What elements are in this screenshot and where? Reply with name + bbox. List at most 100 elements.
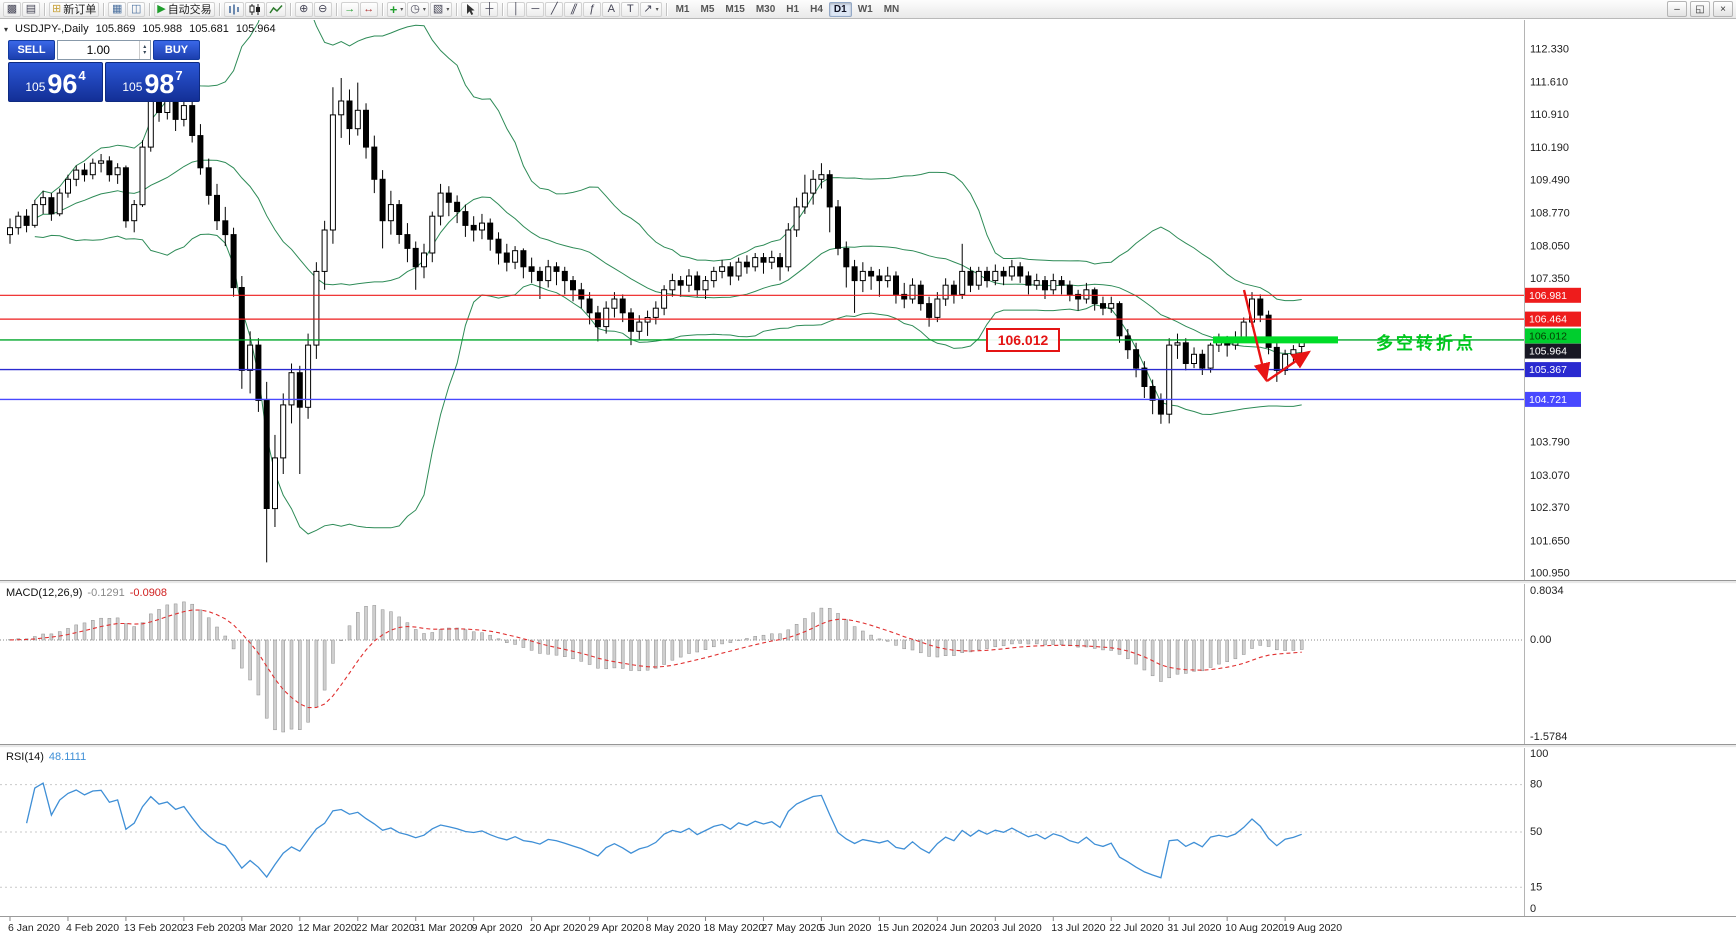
line-chart-button[interactable]: [265, 1, 286, 17]
rsi-axis: 100 80 50 15 0: [1530, 748, 1548, 915]
buy-button[interactable]: BUY: [153, 40, 200, 60]
svg-text:3 Jul 2020: 3 Jul 2020: [993, 922, 1042, 934]
timeframe-m15-button[interactable]: M15: [725, 3, 745, 15]
trendline-button[interactable]: ╱: [545, 1, 564, 17]
periods-button[interactable]: ◷ ▾: [407, 1, 429, 17]
svg-text:112.330: 112.330: [1530, 44, 1569, 56]
text-label-button[interactable]: T: [621, 1, 640, 17]
svg-text:100: 100: [1530, 748, 1548, 760]
volume-down-icon[interactable]: ▾: [143, 50, 147, 56]
timeframe-d1-button[interactable]: D1: [828, 1, 852, 17]
svg-text:108.050: 108.050: [1530, 241, 1570, 253]
svg-text:0.00: 0.00: [1530, 634, 1551, 646]
horizontal-line-button[interactable]: ─: [526, 1, 545, 17]
arrows-button[interactable]: ↗ ▾: [640, 1, 662, 17]
toolbar-separator: [456, 2, 458, 16]
crosshair-button[interactable]: ┼: [480, 1, 499, 17]
channel-button[interactable]: ∥: [564, 1, 583, 17]
bid-price[interactable]: 105 96 4: [8, 62, 103, 102]
market-watch-button[interactable]: ▦: [108, 1, 127, 17]
templates-button[interactable]: ▧ ▾: [429, 1, 453, 17]
svg-text:111.610: 111.610: [1530, 77, 1568, 89]
volume-up-icon[interactable]: ▴: [143, 44, 147, 50]
svg-text:31 Jul 2020: 31 Jul 2020: [1167, 922, 1221, 934]
fibonacci-button[interactable]: ƒ: [583, 1, 602, 17]
timeframe-w1-button[interactable]: W1: [857, 3, 873, 15]
chart-close-button[interactable]: ×: [1713, 1, 1733, 17]
svg-text:9 Apr 2020: 9 Apr 2020: [472, 922, 523, 934]
svg-text:15: 15: [1530, 881, 1542, 893]
bar-chart-button[interactable]: [223, 1, 244, 17]
macd-signal-value: -0.0908: [129, 587, 168, 599]
svg-text:18 May 2020: 18 May 2020: [704, 922, 765, 934]
dropdown-caret-icon: ▾: [446, 6, 450, 13]
chart-shift-button[interactable]: ↔: [359, 1, 378, 17]
cursor-button[interactable]: [461, 1, 480, 17]
macd-main-value: -0.1291: [87, 587, 125, 599]
sell-button[interactable]: SELL: [8, 40, 55, 60]
indicators-button[interactable]: + ▾: [386, 1, 407, 17]
trend-arrows[interactable]: [1242, 289, 1311, 383]
svg-text:3 Mar 2020: 3 Mar 2020: [240, 922, 293, 934]
timeframe-mn-button[interactable]: MN: [883, 3, 900, 15]
chart-restore-button[interactable]: ◱: [1690, 1, 1710, 17]
ask-pip-digit: 7: [175, 68, 183, 83]
svg-text:105.367: 105.367: [1529, 364, 1567, 376]
svg-text:109.490: 109.490: [1530, 174, 1570, 186]
timeframe-m5-button[interactable]: M5: [700, 3, 715, 15]
volume-input[interactable]: [58, 41, 139, 59]
ask-price[interactable]: 105 98 7: [105, 62, 200, 102]
toolbar-separator: [218, 2, 220, 16]
one-click-collapse-icon[interactable]: ▾: [4, 24, 9, 34]
new-order-button[interactable]: ⊞ 新订单: [49, 1, 100, 17]
horizontal-levels: [0, 294, 1524, 401]
macd-axis: 0.8034 0.00 -1.5784: [1530, 585, 1567, 743]
auto-scroll-button[interactable]: →: [340, 1, 359, 17]
svg-text:106.464: 106.464: [1529, 314, 1567, 326]
price-callout-box[interactable]: 106.012: [986, 328, 1060, 352]
rsi-indicator-label: RSI(14) 48.1111: [6, 751, 86, 763]
svg-text:24 Jun 2020: 24 Jun 2020: [935, 922, 993, 934]
chart-minimize-button[interactable]: –: [1667, 1, 1687, 17]
toolbar-separator: [103, 2, 105, 16]
dropdown-caret-icon: ▾: [655, 6, 659, 13]
timeframe-m1-button[interactable]: M1: [675, 3, 690, 15]
macd-plot[interactable]: [0, 601, 1524, 733]
high-value: 105.988: [142, 23, 183, 35]
svg-text:10 Aug 2020: 10 Aug 2020: [1225, 922, 1284, 934]
zoom-out-button[interactable]: ⊖: [313, 1, 332, 17]
text-button[interactable]: A: [602, 1, 621, 17]
profiles-button[interactable]: ▤: [22, 1, 40, 17]
zoom-in-button[interactable]: ⊕: [294, 1, 313, 17]
svg-text:0.8034: 0.8034: [1530, 585, 1564, 597]
new-chart-button[interactable]: ▩: [3, 1, 21, 17]
toolbar-separator: [381, 2, 383, 16]
toolbar-separator: [665, 2, 667, 16]
toolbar-separator: [44, 2, 45, 16]
autotrading-button[interactable]: ▶ 自动交易: [154, 1, 215, 17]
svg-text:20 Apr 2020: 20 Apr 2020: [530, 922, 587, 934]
vertical-line-button[interactable]: │: [507, 1, 526, 17]
ask-prefix: 105: [122, 80, 143, 94]
toolbar-separator: [289, 2, 291, 16]
toolbar-separator: [149, 2, 151, 16]
candlestick-button[interactable]: [244, 1, 265, 17]
timeframe-m30-button[interactable]: M30: [755, 3, 776, 15]
data-window-button[interactable]: ◫: [127, 1, 146, 17]
svg-text:4 Feb 2020: 4 Feb 2020: [66, 922, 119, 934]
bollinger-bands: [34, 20, 1302, 535]
rsi-plot[interactable]: [0, 782, 1524, 888]
volume-spinner: ▴ ▾: [138, 41, 151, 59]
turning-point-label: 多空转折点: [1376, 334, 1476, 353]
price-axis: 112.330 111.610 110.910 110.190 109.490 108.7…: [1524, 20, 1581, 916]
macd-panel-splitter[interactable]: [0, 580, 1736, 584]
main-chart-plot[interactable]: [0, 0, 1524, 563]
rsi-panel-splitter[interactable]: [0, 744, 1736, 748]
timeframe-h4-button[interactable]: H4: [810, 3, 823, 15]
svg-text:6 Jan 2020: 6 Jan 2020: [8, 922, 60, 934]
close-value: 105.964: [235, 23, 276, 35]
svg-text:101.650: 101.650: [1530, 535, 1570, 547]
svg-text:102.370: 102.370: [1530, 502, 1570, 514]
timeframe-h1-button[interactable]: H1: [786, 3, 800, 15]
